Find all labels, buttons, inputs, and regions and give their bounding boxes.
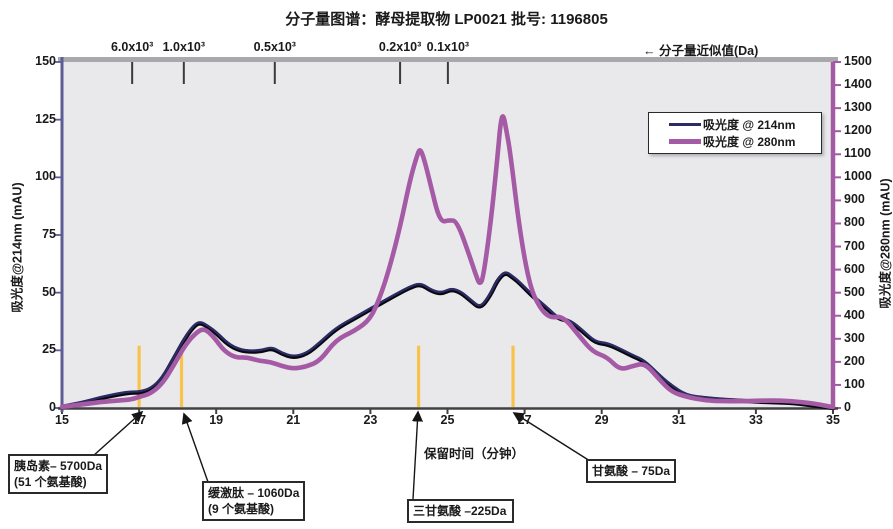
x-tick-label: 19: [209, 413, 224, 427]
x-tick-label: 23: [363, 413, 378, 427]
annotation-text: (51 个氨基酸): [14, 475, 87, 490]
y-right-tick-label: 900: [844, 192, 865, 207]
y-right-tick-label: 600: [844, 261, 865, 276]
mw-tick-label: 0.5x10³: [253, 40, 296, 54]
y-right-tick-label: 0: [844, 400, 851, 414]
y-right-tick-label: 500: [844, 284, 865, 299]
legend-item-214nm: 吸光度 @ 214nm: [649, 116, 821, 133]
annotation-arrow: [181, 412, 209, 483]
y-right-tick-label: 1200: [844, 123, 872, 138]
y-right-tick-label: 1000: [844, 169, 872, 184]
y-right-tick-label: 1400: [844, 77, 872, 92]
x-tick-label: 17: [132, 413, 147, 427]
top-axis-heading: ← 分子量近似值(Da): [643, 44, 759, 58]
series-214nm-line: [60, 271, 835, 408]
y-right-tick-label: 200: [844, 353, 865, 368]
y-right-tick-label: 1300: [844, 100, 872, 115]
annotation-text: 三甘氨酸 –225Da: [413, 504, 507, 518]
x-axis-title: 保留时间（分钟）: [424, 447, 525, 461]
mw-tick-label: 0.2x10³: [378, 40, 422, 54]
x-tick-label: 33: [748, 413, 763, 427]
x-tick-label: 25: [440, 413, 455, 427]
x-tick-label: 15: [55, 413, 69, 427]
y-left-tick-label: 125: [35, 111, 56, 126]
y-right-tick-label: 1500: [844, 54, 872, 68]
annotation-box: 缓激肽 – 1060Da (9 个氨基酸): [202, 481, 306, 522]
legend-swatch-214nm: [669, 123, 701, 126]
mw-tick-label: 0.1x10³: [426, 40, 470, 54]
legend: 吸光度 @ 214nm 吸光度 @ 280nm: [648, 112, 822, 154]
y-left-tick-label: 50: [42, 284, 56, 299]
annotation-text: 甘氨酸 – 75Da: [592, 464, 671, 478]
y-right-tick-label: 700: [844, 238, 865, 253]
y-left-tick-label: 100: [35, 169, 56, 184]
x-tick-label: 31: [671, 413, 686, 427]
annotation-text: (9 个氨基酸): [208, 502, 275, 517]
y-right-tick-label: 1100: [844, 146, 872, 161]
annotation-arrow: [411, 410, 424, 500]
y-right-tick-label: 100: [844, 376, 865, 391]
x-tick-label: 35: [826, 413, 840, 427]
y-left-tick-label: 150: [35, 54, 56, 68]
y-left-tick-label: 75: [42, 227, 56, 241]
x-tick-label: 21: [286, 413, 301, 427]
legend-label-280nm: 吸光度 @ 280nm: [703, 135, 796, 149]
legend-item-280nm: 吸光度 @ 280nm: [649, 133, 821, 150]
annotation-text: 胰岛素– 5700Da: [14, 459, 103, 473]
x-tick-label: 29: [594, 413, 609, 427]
annotation-box: 胰岛素– 5700Da (51 个氨基酸): [8, 454, 109, 495]
series-280nm-line: [59, 114, 836, 410]
y-left-tick-label: 0: [49, 400, 56, 414]
annotation-box: 三甘氨酸 –225Da: [407, 499, 514, 524]
y-right-tick-label: 400: [844, 307, 865, 322]
x-tick-label: 27: [517, 413, 532, 427]
annotation-arrow: [512, 412, 591, 462]
chart-title: 分子量图谱：酵母提取物 LP0021 批号: 1196805: [285, 11, 608, 28]
mw-tick-label: 1.0x10³: [162, 40, 206, 54]
annotation-arrow: [92, 410, 144, 457]
legend-label-214nm: 吸光度 @ 214nm: [703, 118, 796, 132]
y-right-tick-label: 300: [844, 330, 865, 345]
y-left-tick-label: 25: [42, 342, 56, 357]
legend-swatch-280nm: [669, 139, 701, 144]
annotation-text: 缓激肽 – 1060Da: [208, 486, 300, 500]
top-axis-line: [58, 57, 838, 62]
annotation-box: 甘氨酸 – 75Da: [586, 459, 677, 484]
y-right-tick-label: 800: [844, 215, 865, 230]
mw-tick-label: 6.0x10³: [110, 40, 154, 54]
